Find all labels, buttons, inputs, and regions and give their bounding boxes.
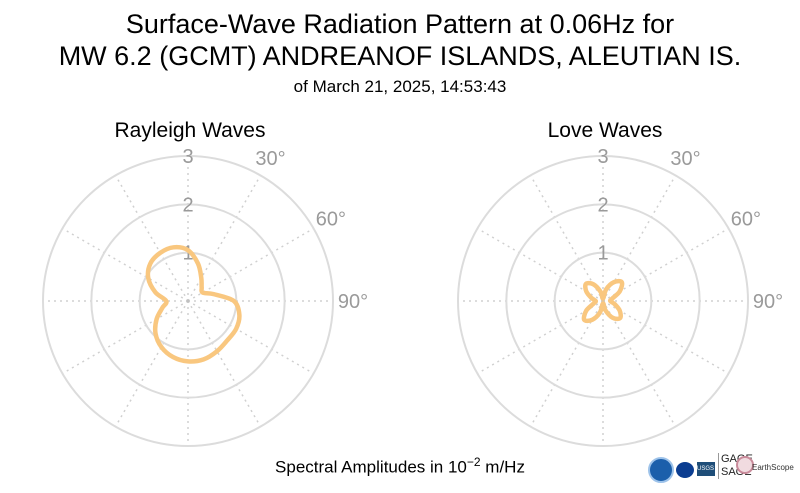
radial-ring xyxy=(457,155,749,447)
angle-tick-label: 60° xyxy=(731,209,761,231)
angle-tick-label: 90° xyxy=(338,291,368,313)
nsf-logo-icon xyxy=(648,457,674,483)
radial-tick-label: 1 xyxy=(597,243,608,265)
caption-prefix: Spectral Amplitudes in 10 xyxy=(275,457,467,477)
angular-gridline xyxy=(187,300,262,427)
angular-gridline xyxy=(602,300,729,375)
angle-tick-label: 90° xyxy=(753,291,783,313)
angular-gridline xyxy=(114,300,189,427)
love-polar-plot: 1 2 3 30° 60° 90° xyxy=(457,146,783,447)
radial-tick-label: 3 xyxy=(597,146,608,168)
earthscope-label: EarthScope xyxy=(752,463,794,472)
radial-ring xyxy=(505,203,701,399)
angular-gridline xyxy=(187,227,314,302)
angular-gridline xyxy=(477,227,604,302)
love-pattern-line xyxy=(581,278,625,324)
angular-gridline xyxy=(62,227,189,302)
rayleigh-plot-title: Rayleigh Waves xyxy=(114,119,266,142)
angular-gridline xyxy=(529,175,604,302)
angular-gridline xyxy=(62,300,189,375)
radial-ring xyxy=(90,203,286,399)
caption-suffix: m/Hz xyxy=(480,457,525,477)
angle-tick-label: 60° xyxy=(316,209,346,231)
angle-tick-label: 30° xyxy=(255,148,285,170)
amplitude-units-caption: Spectral Amplitudes in 10−2 m/Hz xyxy=(0,455,800,478)
plot-center xyxy=(186,299,190,303)
radial-ring xyxy=(553,251,653,351)
usgs-logo-icon: USGS xyxy=(697,462,715,476)
angular-gridline xyxy=(477,300,604,375)
caption-exponent: −2 xyxy=(466,455,481,469)
angular-gridline xyxy=(187,175,262,302)
rayleigh-pattern-line xyxy=(145,244,242,364)
angular-gridline xyxy=(187,300,314,375)
radial-ring xyxy=(42,155,334,447)
radial-tick-label: 2 xyxy=(597,194,608,216)
radial-tick-label: 3 xyxy=(182,146,193,168)
earthscope-logo-icon xyxy=(736,456,754,474)
angular-gridline xyxy=(602,227,729,302)
angle-tick-label: 30° xyxy=(670,148,700,170)
nasa-logo-icon xyxy=(676,462,694,478)
angular-gridline xyxy=(114,175,189,302)
radial-tick-label: 2 xyxy=(182,194,193,216)
chart-subtitle: of March 21, 2025, 14:53:43 xyxy=(293,77,507,96)
chart-title-line-2: MW 6.2 (GCMT) ANDREANOF ISLANDS, ALEUTIA… xyxy=(58,41,742,71)
chart-title-line-1: Surface-Wave Radiation Pattern at 0.06Hz… xyxy=(125,9,675,39)
radial-tick-label: 1 xyxy=(182,243,193,265)
angular-gridline xyxy=(602,300,677,427)
love-plot-title: Love Waves xyxy=(547,119,663,142)
rayleigh-polar-plot: 1 2 3 30° 60° 90° xyxy=(42,146,368,447)
